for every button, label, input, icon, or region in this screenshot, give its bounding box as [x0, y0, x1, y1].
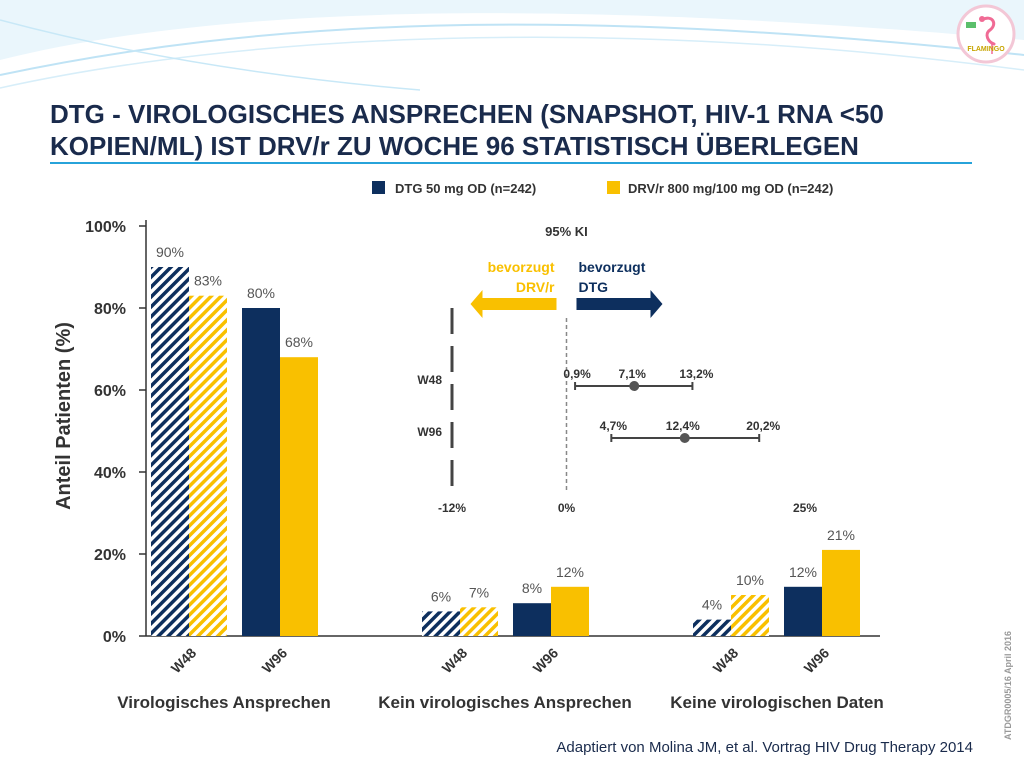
slide-title-line1: DTG - VIROLOGISCHES ANSPRECHEN (SNAPSHOT…: [50, 99, 884, 129]
bar-value-label: 12%: [789, 564, 817, 580]
bar-value-label: 8%: [522, 580, 542, 596]
arrow-left-label-2: DRV/r: [516, 279, 555, 295]
bar-value-label: 6%: [431, 588, 451, 604]
bar-dtg-w48: [151, 267, 189, 636]
legend-swatch-dtg: [372, 181, 385, 194]
y-axis-title: Anteil Patienten (%): [53, 322, 75, 510]
y-tick-label: 80%: [94, 301, 126, 318]
ci-lower-label: 4,7%: [600, 419, 628, 433]
bar-value-label: 68%: [285, 334, 313, 350]
ci-point: [629, 381, 640, 391]
timepoint-label: W48: [710, 644, 742, 676]
bar-value-label: 83%: [194, 273, 222, 289]
arrow-left-drv: [470, 290, 557, 318]
ci-point-label: 7,1%: [619, 367, 647, 381]
arrow-right-label-1: bevorzugt: [578, 259, 645, 275]
bar-dtg-w96: [242, 308, 280, 636]
bar-dtg-w48: [422, 611, 460, 636]
bar-dtg-w96: [513, 603, 551, 636]
bar-drv-w96: [551, 586, 589, 636]
legend: DTG 50 mg OD (n=242) DRV/r 800 mg/100 mg…: [372, 181, 833, 196]
y-tick-label: 100%: [85, 219, 126, 236]
ci-x-tick-label: 25%: [793, 501, 817, 515]
group-label: Keine virologischen Daten: [670, 693, 884, 712]
bar-chart-axes: 0% 20% 40% 60% 80% 100% Anteil Patienten (%): [53, 219, 880, 646]
bar-value-label: 80%: [247, 285, 275, 301]
flamingo-logo: FLAMINGO: [956, 4, 1016, 64]
bar-value-label: 10%: [736, 572, 764, 588]
legend-label-dtg: DTG 50 mg OD (n=242): [395, 181, 536, 196]
footer-citation: Adaptiert von Molina JM, et al. Vortrag …: [556, 739, 973, 756]
bar-drv-w48: [189, 295, 227, 636]
group-label: Kein virologisches Ansprechen: [378, 693, 632, 712]
ci-title: 95% KI: [545, 224, 588, 239]
y-tick-label: 40%: [94, 465, 126, 482]
timepoint-label: W48: [439, 644, 471, 676]
timepoint-label: W96: [530, 644, 562, 676]
ci-upper-label: 20,2%: [746, 419, 780, 433]
ci-row-label: W96: [417, 425, 442, 439]
header-swoosh: [0, 0, 1024, 91]
side-note: ATDGR0005/16 April 2016: [1003, 631, 1013, 740]
bar-value-label: 4%: [702, 597, 722, 613]
y-tick-label: 0%: [103, 629, 126, 646]
arrow-left-label-1: bevorzugt: [488, 259, 555, 275]
bar-value-label: 21%: [827, 527, 855, 543]
ci-point: [679, 433, 690, 443]
arrow-right-dtg: [576, 290, 663, 318]
bar-value-label: 12%: [556, 564, 584, 580]
slide-title-line2: KOPIEN/ML) IST DRV/r ZU WOCHE 96 STATIST…: [50, 131, 859, 161]
timepoint-label: W96: [259, 644, 291, 676]
timepoint-label: W96: [801, 644, 833, 676]
confidence-interval-plot: 95% KI bevorzugt DRV/r bevorzugt DTG W48 0,9% 7…: [417, 224, 817, 515]
bar-dtg-w96: [784, 586, 822, 636]
bar-drv-w48: [731, 595, 769, 636]
ci-lower-label: 0,9%: [563, 367, 591, 381]
legend-label-drv: DRV/r 800 mg/100 mg OD (n=242): [628, 181, 833, 196]
timepoint-label: W48: [168, 644, 200, 676]
ci-point-label: 12,4%: [666, 419, 700, 433]
bar-drv-w48: [460, 607, 498, 636]
y-tick-label: 20%: [94, 547, 126, 564]
legend-swatch-drv: [607, 181, 620, 194]
ci-upper-label: 13,2%: [679, 367, 713, 381]
bar-dtg-w48: [693, 619, 731, 636]
y-tick-label: 60%: [94, 383, 126, 400]
bar-chart-bars: [151, 267, 860, 636]
bar-drv-w96: [280, 357, 318, 636]
ci-row-label: W48: [417, 373, 442, 387]
group-label: Virologisches Ansprechen: [117, 693, 331, 712]
bar-drv-w96: [822, 549, 860, 636]
bar-value-label: 90%: [156, 244, 184, 260]
bar-value-label: 7%: [469, 584, 489, 600]
logo-text: FLAMINGO: [967, 46, 1005, 53]
arrow-right-label-2: DTG: [578, 279, 608, 295]
ci-x-tick-label: 0%: [558, 501, 576, 515]
bar-chart-labels: 90% 83% W48 80% 68% W96 Virologisches Ansprech…: [117, 244, 884, 712]
ci-x-tick-label: -12%: [438, 501, 466, 515]
